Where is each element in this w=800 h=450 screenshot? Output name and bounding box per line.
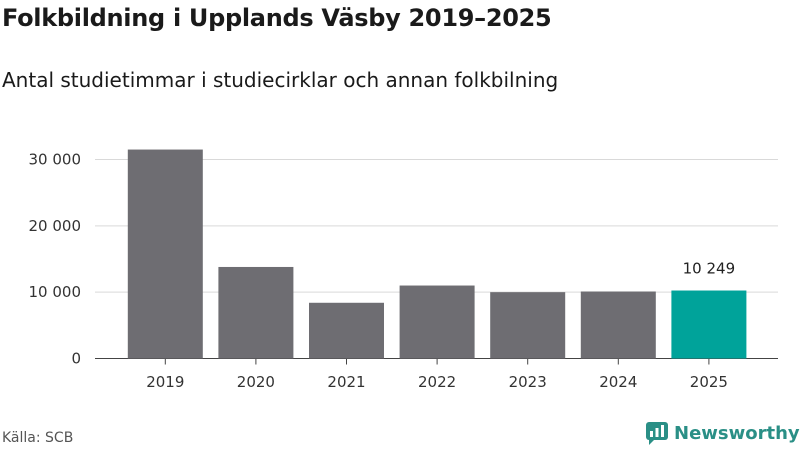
x-tick-label: 2019 (146, 373, 184, 391)
x-tick-label: 2023 (509, 373, 547, 391)
x-tick-label: 2024 (599, 373, 637, 391)
y-tick-label: 30 000 (29, 151, 82, 169)
x-tick-label: 2021 (327, 373, 365, 391)
bar-2023 (490, 292, 566, 359)
brand-name: Newsworthy (674, 422, 800, 444)
newsworthy-logo: Newsworthy (645, 421, 800, 445)
bar-2021 (309, 302, 384, 359)
x-tick-label: 2022 (418, 373, 456, 391)
bar-2019 (127, 149, 203, 359)
bar-2022 (399, 285, 475, 359)
chart-title: Folkbildning i Upplands Väsby 2019–2025 (2, 4, 552, 32)
y-tick-label: 10 000 (29, 283, 82, 301)
bar-chart: 0 10 000 20 000 30 000 2019 2020 2021 2022 2023 2… (29, 149, 778, 391)
data-label: 10 249 (683, 260, 736, 278)
bar-2020 (218, 266, 294, 359)
y-tick-label: 0 (71, 350, 81, 368)
x-tick-label: 2020 (237, 373, 275, 391)
x-tick-label: 2025 (690, 373, 728, 391)
source-note: Källa: SCB (2, 430, 74, 446)
bar-2025 (671, 290, 747, 359)
y-tick-label: 20 000 (29, 217, 82, 235)
newsworthy-logo-icon (646, 422, 668, 445)
bar-2024 (580, 291, 656, 359)
chart-subtitle: Antal studietimmar i studiecirklar och a… (2, 68, 559, 92)
